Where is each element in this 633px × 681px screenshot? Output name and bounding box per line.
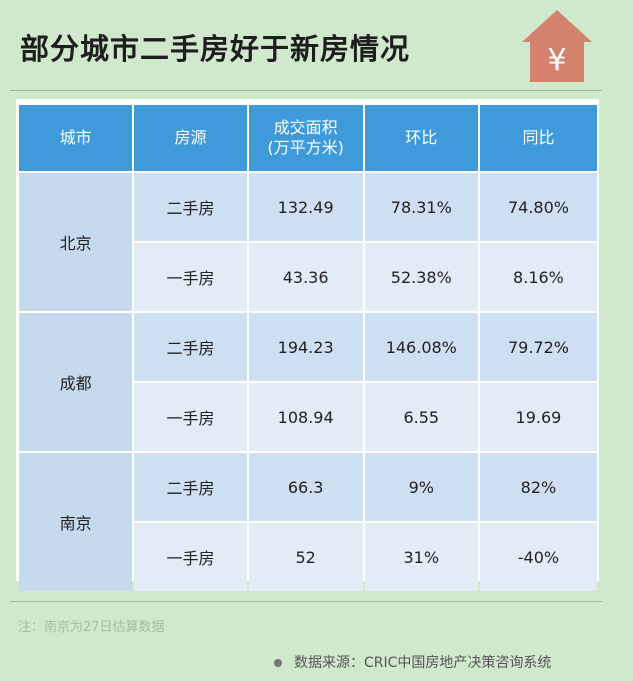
area-cell: 66.3	[248, 453, 363, 521]
source-cell: 二手房	[134, 453, 247, 521]
city-cell: 北京	[19, 173, 133, 311]
mom-cell: 31%	[364, 523, 478, 591]
mom-cell: 146.08%	[364, 313, 478, 381]
data-source-text: 数据来源：CRIC中国房地产决策咨询系统	[294, 655, 552, 671]
header-area-line1: 成交面积	[273, 118, 338, 137]
city-cell: 南京	[19, 453, 133, 591]
page-title: 部分城市二手房好于新房情况	[20, 32, 411, 66]
yoy-cell: 79.72%	[479, 313, 597, 381]
source-cell: 一手房	[134, 383, 247, 451]
header-area: 成交面积 (万平方米)	[248, 105, 363, 171]
table-row: 北京 二手房 132.49 78.31% 74.80%	[19, 173, 597, 311]
area-cell: 132.49	[248, 173, 363, 241]
area-cell: 194.23	[248, 313, 363, 381]
table-row: 一手房 43.36 52.38% 8.16%	[19, 243, 597, 311]
yoy-cell: -40%	[479, 523, 597, 591]
title-divider	[10, 90, 602, 91]
house-yen-icon: ¥	[522, 10, 592, 82]
data-table: 城市 房源 成交面积 (万平方米) 环比 同比 北京 二手房 132.49 78.31%…	[17, 103, 599, 593]
footer-divider	[10, 601, 602, 602]
table-row: 一手房 108.94 6.55 19.69	[19, 383, 597, 451]
area-cell: 52	[248, 523, 363, 591]
mom-cell: 6.55	[364, 383, 478, 451]
mom-cell: 52.38%	[364, 243, 478, 311]
header-yoy: 同比	[479, 105, 597, 171]
header-city: 城市	[19, 105, 133, 171]
footnote: 注：南京为27日估算数据	[18, 620, 165, 635]
source-cell: 一手房	[134, 523, 247, 591]
mom-cell: 9%	[364, 453, 478, 521]
table-row: 成都 二手房 194.23 146.08% 79.72%	[19, 313, 597, 451]
source-cell: 一手房	[134, 243, 247, 311]
mom-cell: 78.31%	[364, 173, 478, 241]
bullet-icon	[274, 659, 282, 667]
svg-text:¥: ¥	[547, 43, 566, 78]
table-row: 南京 二手房 66.3 9% 82%	[19, 453, 597, 591]
yoy-cell: 82%	[479, 453, 597, 521]
header-area-line2: (万平方米)	[267, 138, 344, 157]
header-mom: 环比	[364, 105, 478, 171]
data-table-container: 城市 房源 成交面积 (万平方米) 环比 同比 北京 二手房 132.49 78.31%…	[16, 99, 599, 591]
city-cell: 成都	[19, 313, 133, 451]
source-cell: 二手房	[134, 313, 247, 381]
source-cell: 二手房	[134, 173, 247, 241]
yoy-cell: 8.16%	[479, 243, 597, 311]
yoy-cell: 74.80%	[479, 173, 597, 241]
area-cell: 108.94	[248, 383, 363, 451]
area-cell: 43.36	[248, 243, 363, 311]
header-source: 房源	[134, 105, 247, 171]
yoy-cell: 19.69	[479, 383, 597, 451]
table-row: 一手房 52 31% -40%	[19, 523, 597, 591]
data-source: 数据来源：CRIC中国房地产决策咨询系统	[274, 652, 551, 672]
